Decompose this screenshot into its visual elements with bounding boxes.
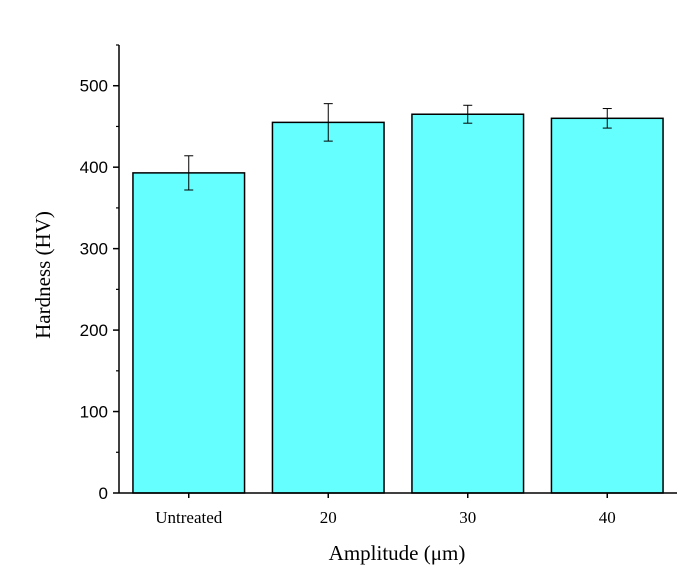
- bar-series: [132, 103, 664, 494]
- bar-20: [271, 121, 385, 494]
- x-axis-title: Amplitude (μm): [329, 541, 466, 565]
- x-tick-label: 40: [599, 508, 616, 527]
- x-tick-label: 30: [459, 508, 476, 527]
- x-tick-label: Untreated: [155, 508, 223, 527]
- y-tick-label: 0: [99, 484, 108, 503]
- y-tick-label: 300: [80, 240, 108, 259]
- bar-40: [550, 117, 664, 494]
- bar-untreated: [132, 172, 246, 494]
- y-tick-label: 500: [80, 77, 108, 96]
- y-tick-label: 200: [80, 321, 108, 340]
- x-tick-label: 20: [320, 508, 337, 527]
- bar-30: [411, 113, 525, 494]
- y-tick-label: 400: [80, 158, 108, 177]
- y-axis-title: Hardness (HV): [31, 211, 55, 339]
- y-tick-label: 100: [80, 403, 108, 422]
